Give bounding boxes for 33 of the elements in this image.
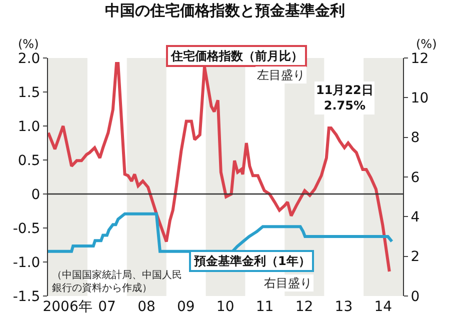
x-tick-label: 08 <box>138 299 156 315</box>
y2-tick-label: 4 <box>410 210 420 226</box>
y2-tick-label: 2 <box>410 249 420 266</box>
y2-axis-title: (%) <box>416 37 437 51</box>
y-axis-title: (%) <box>18 37 39 51</box>
y-tick-label: 0 <box>31 186 40 203</box>
x-tick-label: 10 <box>216 299 234 315</box>
annotation: 11月22日 2.75% <box>316 83 374 113</box>
annotation: 左目盛り <box>257 68 305 82</box>
x-tick-label: 13 <box>334 299 353 315</box>
series-label: 預金基準金利（1年） <box>193 254 310 268</box>
y2-tick-label: 12 <box>410 50 429 67</box>
x-tick-label: 12 <box>295 299 314 315</box>
y2-tick-label: 0 <box>410 288 420 305</box>
chart-title: 中国の住宅価格指数と預金基準金利 <box>105 1 345 20</box>
y-tick-label: 1.5 <box>18 84 40 101</box>
y-tick-label: 0.5 <box>18 152 40 169</box>
annotation: （中国国家統計局、中国人民銀行の資料から作成） <box>52 269 182 294</box>
x-tick-label: 14 <box>374 299 392 315</box>
y2-tick-label: 6 <box>410 170 420 186</box>
x-tick-label: 2006年 <box>42 299 92 315</box>
x-tick-label: 09 <box>177 299 195 315</box>
y2-tick-label: 10 <box>410 90 429 107</box>
x-tick-label: 07 <box>98 299 116 315</box>
y-tick-label: -1.5 <box>12 288 40 305</box>
y-tick-label: 1.0 <box>18 118 40 135</box>
y2-tick-label: 8 <box>410 130 420 146</box>
text: 住宅価格指数（前月比） <box>170 49 303 63</box>
y-tick-label: -1.0 <box>12 254 40 271</box>
y-tick-label: -0.5 <box>12 220 40 237</box>
annotation: 右目盛り <box>264 276 312 290</box>
x-tick-label: 11 <box>256 299 274 315</box>
y-tick-label: 2.0 <box>18 50 40 67</box>
